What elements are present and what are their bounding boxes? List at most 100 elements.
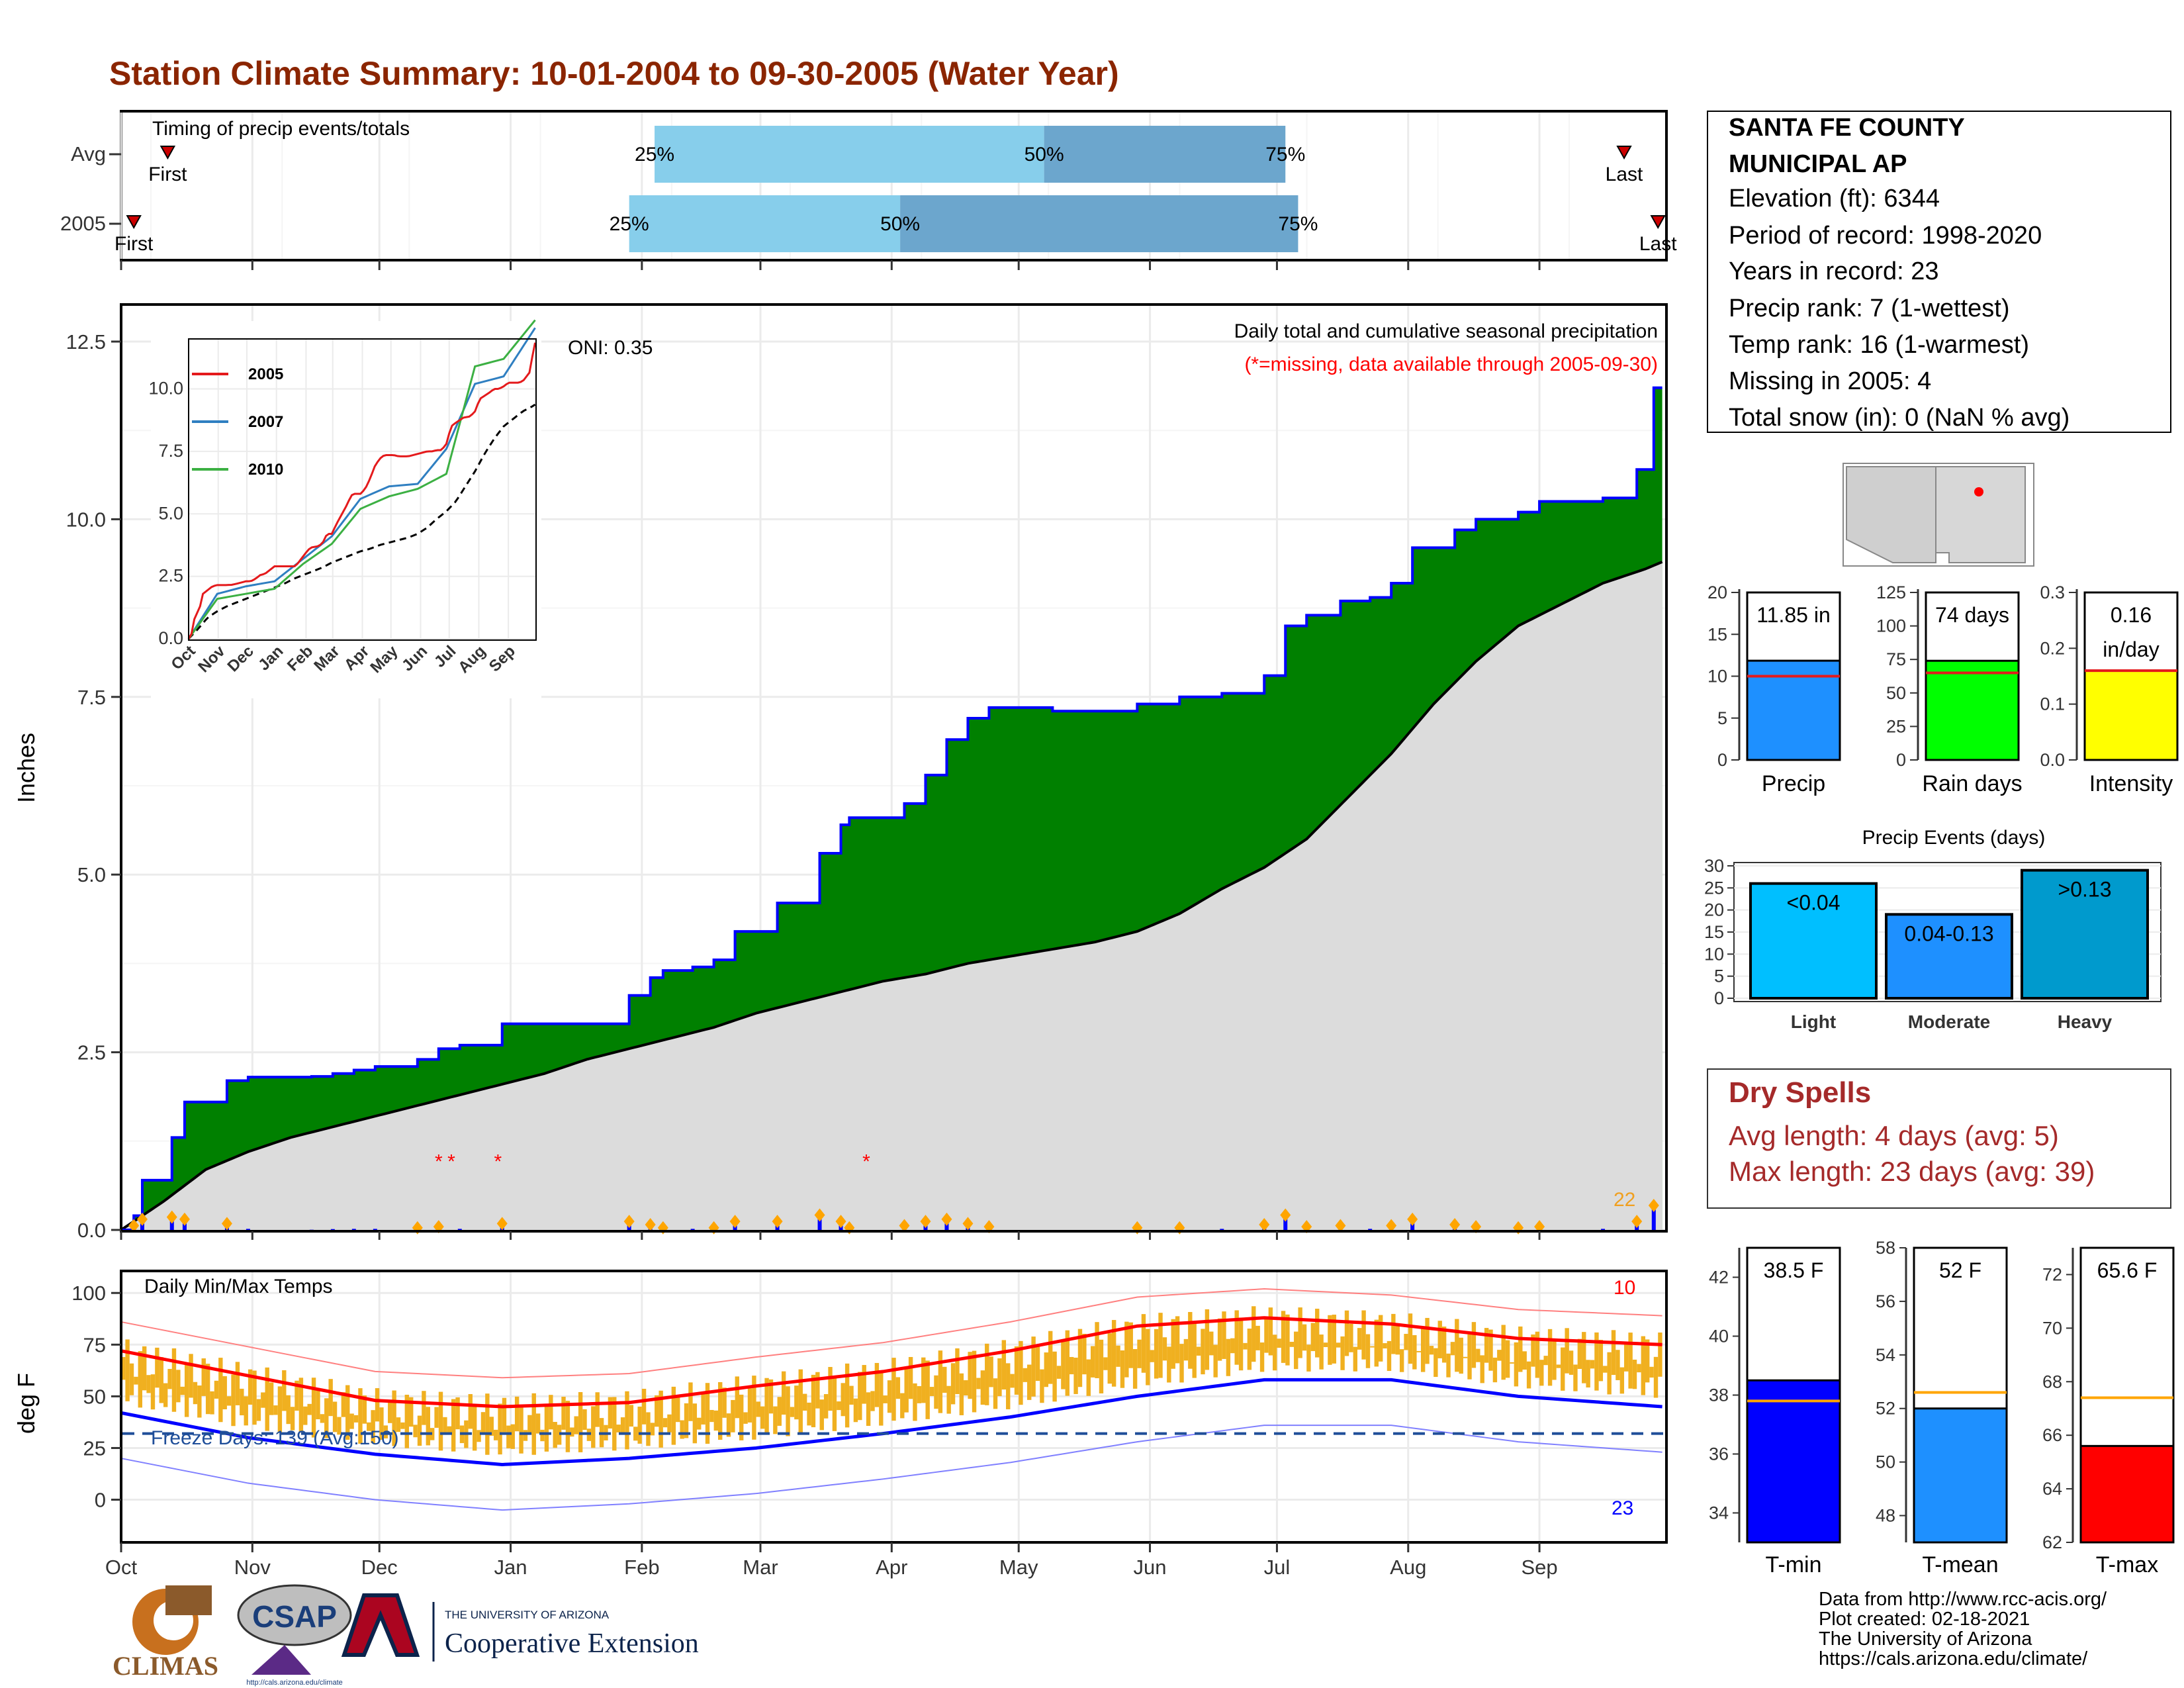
timing-avg-p25-label: 25% <box>635 144 674 165</box>
temp-range-bar <box>659 1390 663 1448</box>
temp-range-bar <box>950 1363 956 1405</box>
temp-range-bar <box>265 1367 269 1431</box>
temp-range-bar <box>1611 1330 1616 1376</box>
mini-y-tick-label: 0 <box>1717 750 1727 770</box>
station-missing: Missing in 2005: 4 <box>1729 367 1931 395</box>
temp-range-bar <box>1628 1333 1633 1389</box>
temp-range-bar <box>375 1388 380 1422</box>
climas-logo-text: CLIMAS <box>113 1651 218 1681</box>
temp-range-bar <box>362 1395 367 1424</box>
temp-range-bar <box>1471 1322 1477 1368</box>
temp-range-bar <box>277 1386 283 1433</box>
ua-logo-top: THE UNIVERSITY OF ARIZONA <box>445 1609 610 1621</box>
temp-range-bar <box>823 1394 829 1419</box>
temp-range-bar <box>650 1423 655 1436</box>
ua-logo-bottom: Cooperative Extension <box>445 1628 699 1659</box>
temp-range-bar <box>222 1376 227 1409</box>
temp-range-bar <box>273 1405 278 1415</box>
temp-summary-y-tick-label: 64 <box>2042 1479 2062 1499</box>
temp-range-bar <box>256 1399 261 1421</box>
temp-summary-label: T-min <box>1766 1552 1822 1577</box>
station-snow: Total snow (in): 0 (NaN % avg) <box>1729 404 2070 432</box>
temp-range-bar <box>959 1373 964 1415</box>
temp-summary-y-tick-label: 40 <box>1709 1327 1729 1346</box>
temp-range-bar <box>1209 1331 1214 1356</box>
temp-range-bar <box>214 1380 219 1399</box>
heavy-event-diamond-icon <box>814 1208 825 1222</box>
temp-range-bar <box>477 1430 481 1442</box>
inset-series <box>187 319 537 640</box>
temp-range-bar <box>1175 1316 1180 1364</box>
temp-range-bar <box>146 1375 151 1393</box>
temp-range-bar <box>1637 1364 1641 1373</box>
inset-y-tick-label: 2.5 <box>158 566 183 586</box>
temp-range-bar <box>1459 1337 1463 1374</box>
temp-range-bar <box>1535 1331 1540 1378</box>
temp-range-bar <box>1294 1331 1298 1370</box>
inset-legend-label: 2010 <box>248 461 283 479</box>
temp-lines <box>120 1288 1662 1511</box>
timing-gridlines <box>120 113 1570 270</box>
temp-range-bar <box>316 1389 320 1420</box>
temp-range-bar <box>163 1383 168 1407</box>
temp-range-bar <box>570 1427 574 1437</box>
temp-range-bar <box>1281 1311 1286 1363</box>
temp-range-bar <box>735 1376 739 1419</box>
precip-panel-border <box>120 303 1668 1233</box>
temp-range-bar <box>1598 1340 1604 1382</box>
temp-range-bar <box>858 1372 862 1421</box>
station-precip-rank: Precip rank: 7 (1-wettest) <box>1729 295 2009 322</box>
precip-caption: Daily total and cumulative seasonal prec… <box>1234 320 1658 342</box>
temp-range-bar <box>680 1420 684 1439</box>
temp-range-bar <box>1031 1336 1036 1397</box>
inset-y-tick-label: 0.0 <box>158 628 183 648</box>
temp-range-bar <box>337 1417 341 1435</box>
temp-range-bar <box>692 1403 698 1444</box>
temp-range-bar <box>1090 1346 1095 1378</box>
temp-range-bar <box>747 1388 752 1423</box>
temp-range-bar <box>535 1413 541 1434</box>
temp-range-bar <box>1116 1345 1120 1367</box>
temp-summary-y-tick-label: 36 <box>1709 1444 1729 1464</box>
inset-legend: 2005 2007 2010 <box>192 365 283 479</box>
temp-range-bar <box>171 1348 177 1412</box>
events-title: Precip Events (days) <box>1862 827 2046 849</box>
temp-range-bar <box>1196 1346 1201 1356</box>
temp-range-bar <box>480 1412 486 1433</box>
temp-range-bar <box>655 1395 659 1427</box>
temp-range-bar <box>1124 1321 1129 1378</box>
temp-range-bar <box>510 1424 515 1449</box>
daily-precip-bar <box>1220 1229 1224 1230</box>
temp-range-bar <box>790 1407 795 1417</box>
temp-range-bar <box>1484 1328 1489 1363</box>
temp-range-bar <box>756 1401 760 1417</box>
daily-precip-bar <box>1283 1215 1288 1230</box>
precip-y-axis: 0.0 2.5 5.0 7.5 10.0 12.5 <box>66 330 121 1242</box>
temp-summary-y-tick-label: 56 <box>1876 1291 1895 1311</box>
month-label: Oct <box>105 1556 138 1579</box>
temp-range-bar <box>328 1379 333 1417</box>
temp-range-bar <box>891 1358 896 1421</box>
timing-2005-first-marker-icon <box>126 215 142 230</box>
temp-range-bar <box>837 1401 841 1411</box>
temp-range-bar <box>1006 1363 1011 1409</box>
temp-range-bar <box>1412 1335 1417 1370</box>
temp-range-bar <box>205 1364 210 1415</box>
temp-range-bar <box>1336 1342 1341 1348</box>
temp-range-bar <box>985 1343 989 1405</box>
temp-range-bar <box>1467 1334 1472 1380</box>
temp-range-bar <box>844 1363 850 1428</box>
daily-precip-bar <box>690 1229 695 1230</box>
mini-y-tick-label: 100 <box>1876 616 1906 636</box>
temp-range-bar <box>1395 1323 1400 1355</box>
temp-range-bar <box>1565 1328 1569 1374</box>
precip-y-tick-label: 2.5 <box>77 1041 106 1064</box>
temp-range-bar <box>1217 1318 1222 1361</box>
temp-range-bar <box>1429 1346 1434 1355</box>
temp-range-bar <box>1480 1355 1484 1383</box>
mini-y-tick-label: 0 <box>1896 750 1906 770</box>
daily-precip-bar <box>351 1229 356 1230</box>
ua-a-icon <box>341 1593 420 1657</box>
temp-range-bar <box>1268 1307 1273 1356</box>
